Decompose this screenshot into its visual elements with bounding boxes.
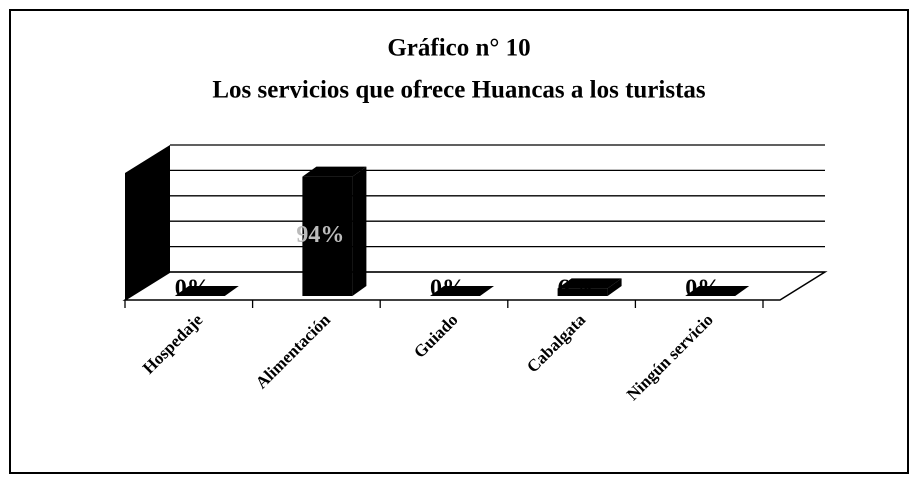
data-label: 6% — [558, 276, 594, 302]
bar-face — [302, 166, 367, 177]
bar-face — [557, 288, 608, 296]
bar-face — [430, 286, 494, 296]
chart-subtitle: Los servicios que ofrece Huancas a los t… — [212, 77, 706, 104]
bar — [557, 278, 622, 296]
data-label: 0% — [430, 276, 466, 302]
bar-face — [174, 286, 239, 296]
bar — [430, 286, 494, 296]
bar — [302, 166, 367, 296]
bar-face — [685, 286, 750, 296]
chart-title: Gráfico n° 10 — [387, 35, 530, 62]
bar-face — [302, 176, 353, 296]
data-label: 94% — [296, 222, 344, 248]
bar-face — [607, 278, 622, 296]
data-label: 0% — [685, 276, 721, 302]
side-wall — [125, 145, 170, 300]
data-label: 0% — [175, 276, 211, 302]
bar-face — [352, 166, 367, 296]
bar-face — [557, 278, 622, 289]
bar — [174, 286, 239, 296]
bar — [685, 286, 750, 296]
